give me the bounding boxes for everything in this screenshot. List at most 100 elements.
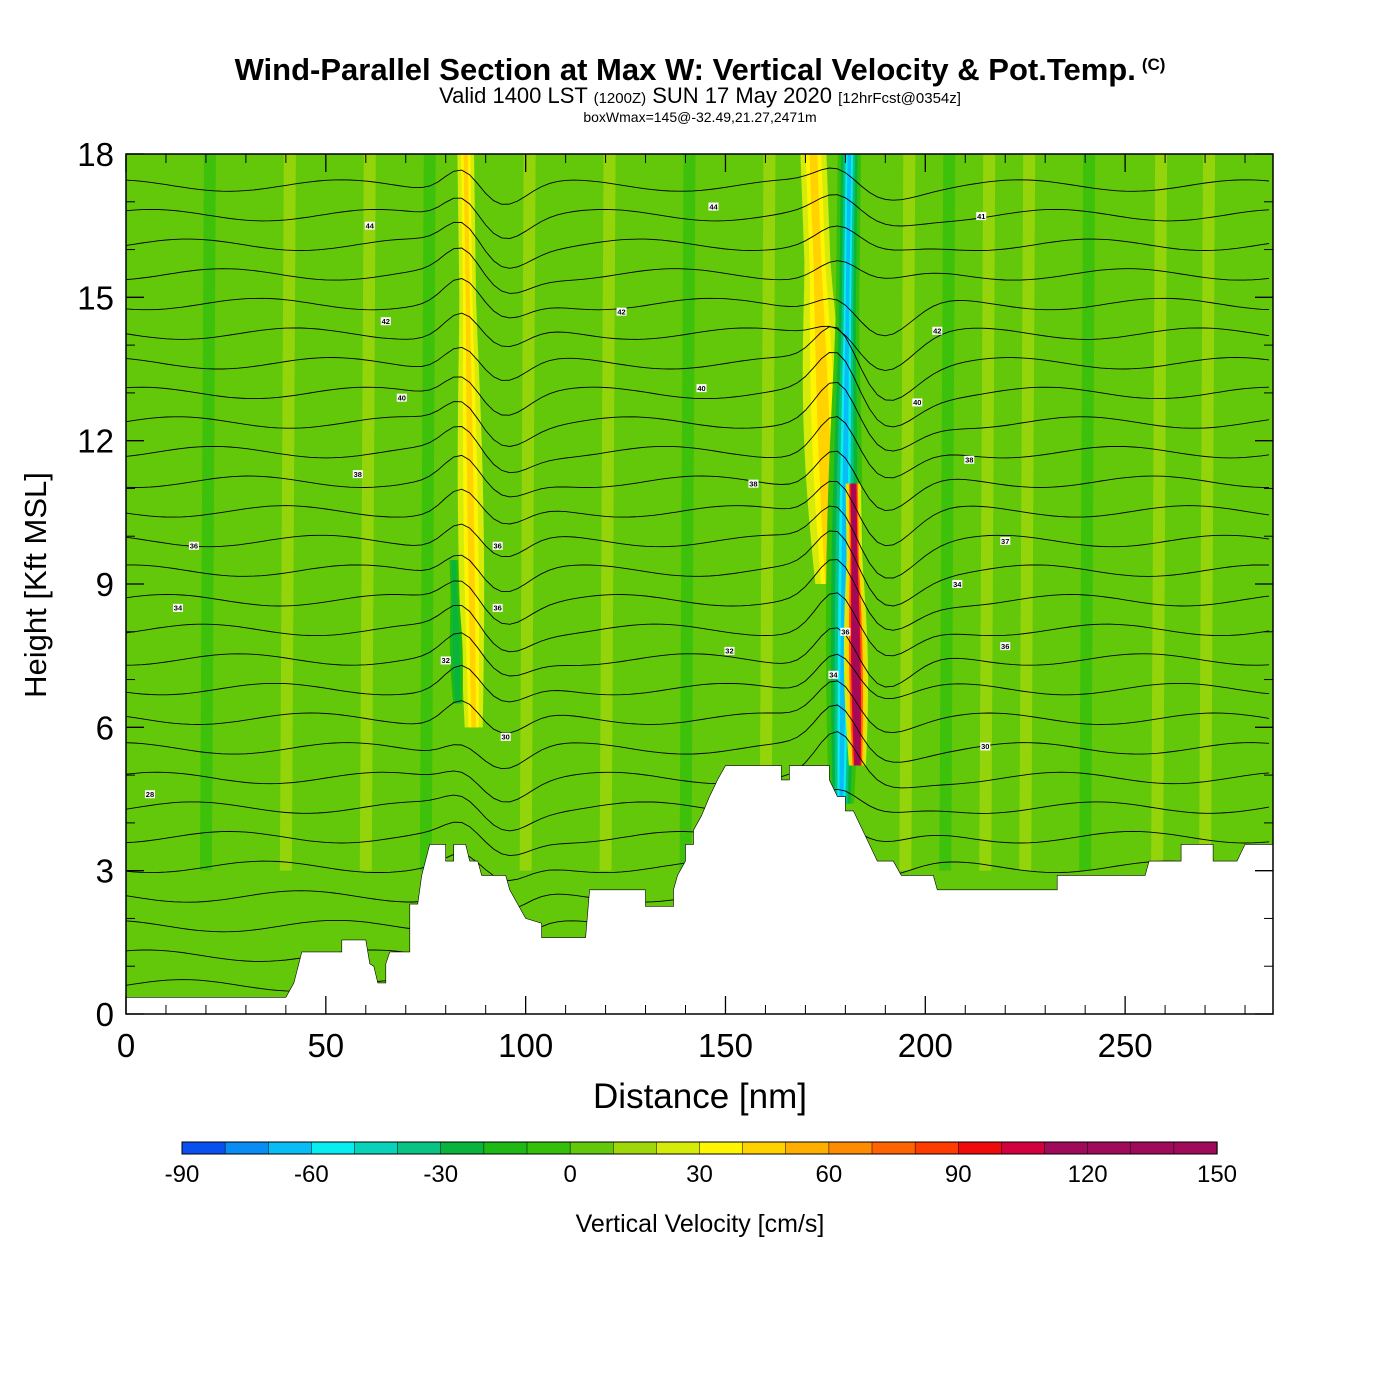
w-texture-stripe — [599, 154, 616, 871]
theta-label-group: 40 — [396, 393, 407, 402]
theta-contour — [126, 352, 1270, 428]
theta-label: 40 — [913, 398, 921, 407]
theta-label: 36 — [190, 542, 198, 551]
theta-label-bg — [932, 326, 943, 335]
theta-contour — [126, 788, 1270, 832]
valid-date: SUN 17 May 2020 — [652, 83, 833, 108]
y-tick-label: 3 — [96, 853, 114, 890]
colorbar-bin — [656, 1141, 701, 1155]
y-tick-label: 18 — [77, 136, 114, 173]
chart-subtitle: Valid 1400 LST (1200Z) SUN 17 May 2020 [… — [0, 83, 1400, 109]
theta-label: 36 — [1001, 642, 1009, 651]
theta-label-bg — [964, 455, 975, 464]
theta-label-group: 36 — [1000, 642, 1011, 651]
colorbar-tick-label: 30 — [686, 1161, 713, 1188]
theta-contour — [126, 416, 1270, 479]
theta-contour — [126, 167, 1270, 205]
w-texture-stripe — [1079, 154, 1096, 871]
y-axis-label: Height [Kft MSL] — [18, 472, 53, 698]
colorbar-label: Vertical Velocity [cm/s] — [576, 1210, 825, 1238]
theta-label-group: 44 — [364, 221, 375, 230]
theta-contour — [126, 592, 1270, 657]
theta-label-bg — [976, 212, 987, 221]
w-texture-stripe — [1151, 154, 1168, 871]
theta-label-group: 30 — [500, 732, 511, 742]
colorbar-bin — [1173, 1141, 1218, 1155]
theta-label-group: 42 — [380, 317, 391, 326]
theta-label-bg — [724, 646, 735, 655]
colorbar-bin — [828, 1141, 873, 1155]
theta-label: 32 — [725, 647, 733, 656]
colorbar-tick-label: 90 — [945, 1161, 972, 1188]
theta-label-group: 30 — [980, 742, 991, 751]
x-tick-label: 150 — [698, 1027, 753, 1064]
colorbar-bin — [1001, 1141, 1046, 1155]
colorbar-bin — [311, 1141, 356, 1155]
y-tick-label: 9 — [96, 566, 114, 603]
theta-contour — [126, 247, 1270, 294]
theta-label-bg — [492, 541, 503, 550]
colorbar-bin — [181, 1141, 226, 1155]
x-tick-label: 0 — [117, 1027, 135, 1064]
theta-contour — [126, 326, 1270, 401]
theta-label: 34 — [829, 671, 838, 680]
chart-title: Wind-Parallel Section at Max W: Vertical… — [234, 52, 1166, 87]
theta-label-group: 32 — [440, 656, 451, 665]
theta-label-bg — [364, 221, 375, 230]
colorbar-bin — [1087, 1141, 1132, 1155]
theta-label: 42 — [382, 317, 390, 326]
theta-label-bg — [1000, 537, 1011, 545]
theta-label: 37 — [1001, 537, 1009, 546]
colorbar-bin — [354, 1141, 399, 1155]
x-tick-label: 200 — [898, 1027, 953, 1064]
theta-contour — [126, 312, 1270, 372]
theta-label: 38 — [749, 479, 757, 488]
theta-contour — [126, 505, 1270, 579]
w-texture-stripe — [279, 154, 296, 871]
valid-utc: (1200Z) — [593, 90, 647, 107]
colorbar-bin — [569, 1141, 614, 1155]
theta-label: 34 — [953, 580, 962, 589]
theta-label-group: 36 — [840, 628, 851, 637]
theta-label-bg — [352, 470, 363, 479]
theta-label-bg — [380, 317, 391, 326]
y-tick-label: 15 — [77, 279, 114, 316]
theta-label-bg — [172, 603, 183, 612]
theta-label: 42 — [933, 327, 941, 336]
theta-label: 36 — [494, 604, 502, 613]
theta-contour — [126, 480, 1270, 547]
w-texture-stripe — [359, 154, 376, 871]
theta-label-bg — [748, 479, 759, 488]
w-texture-stripe — [939, 154, 956, 871]
w-texture-stripe — [759, 154, 776, 871]
theta-label-bg — [440, 656, 451, 665]
y-tick-label: 0 — [96, 996, 114, 1033]
valid-prefix: Valid 1400 LST — [439, 83, 588, 108]
theta-label: 41 — [977, 212, 985, 221]
theta-label-bg — [396, 393, 407, 402]
w-texture-stripe — [1199, 154, 1216, 871]
theta-label: 30 — [981, 742, 989, 751]
colorbar-bin — [871, 1141, 916, 1155]
theta-label: 32 — [442, 656, 450, 665]
x-tick-label: 50 — [307, 1027, 344, 1064]
colorbar-frame — [181, 1141, 1218, 1155]
theta-label: 38 — [354, 470, 362, 479]
theta-label-group: 42 — [616, 307, 627, 316]
colorbar-bin — [958, 1141, 1003, 1155]
colorbar-tick-label: 60 — [816, 1161, 843, 1188]
colorbar: -90 -60 -30 0 30 60 90 120 150 — [165, 1141, 1237, 1188]
theta-label-bg — [500, 732, 511, 741]
y-tick-label: 6 — [96, 709, 114, 746]
theta-label: 38 — [965, 456, 973, 465]
w-texture-stripe — [979, 154, 996, 871]
x-tick-label: 250 — [1098, 1027, 1153, 1064]
theta-label-group: 44 — [708, 202, 719, 211]
theta-contour — [126, 680, 1270, 734]
theta-contour — [126, 278, 1270, 337]
theta-label: 36 — [841, 628, 849, 637]
w-texture-stripe — [899, 154, 916, 871]
colorbar-bin — [440, 1141, 485, 1155]
theta-label-bg — [492, 603, 503, 612]
theta-contour — [126, 450, 1270, 512]
